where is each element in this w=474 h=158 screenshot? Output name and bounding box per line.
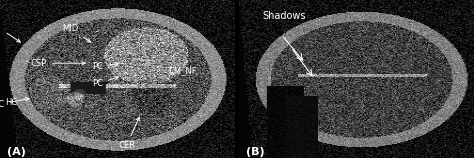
Text: CM_NF: CM_NF: [169, 67, 198, 76]
Text: (B): (B): [246, 147, 265, 157]
Text: CER: CER: [118, 117, 139, 150]
Text: (A): (A): [7, 147, 26, 157]
Text: MID: MID: [62, 24, 91, 42]
Text: CSP: CSP: [31, 59, 85, 68]
Text: PC: PC: [92, 76, 118, 88]
Text: Shadows: Shadows: [263, 11, 306, 21]
Text: HC: HC: [5, 98, 17, 107]
Text: PC: PC: [92, 62, 118, 71]
Text: HC: HC: [0, 98, 29, 109]
